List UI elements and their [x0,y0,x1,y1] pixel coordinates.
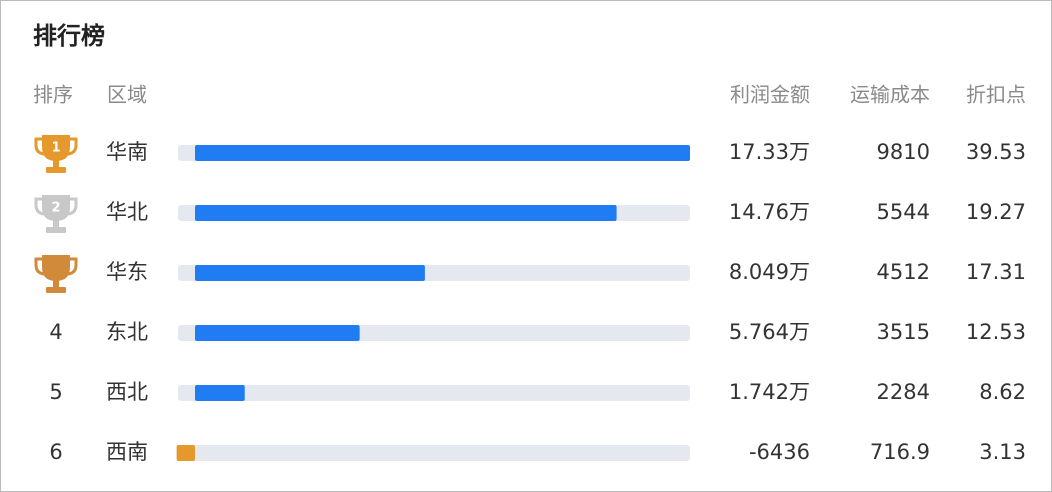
profit-bar [195,325,360,341]
region-name: 华北 [106,200,148,224]
profit-value: -6436 [749,440,810,464]
rank-number: 6 [49,440,62,464]
rank-number: 5 [49,380,62,404]
trophy-stem [53,220,59,228]
rank-number: 1 [51,141,60,156]
rank-number: 2 [51,201,60,216]
cost-value: 4512 [877,260,930,284]
region-name: 华东 [106,260,148,284]
discount-value: 12.53 [966,320,1026,344]
cost-value: 2284 [877,380,930,404]
trophy-cup [42,135,70,161]
profit-value: 1.742万 [729,380,810,404]
header-profit: 利润金额 [730,83,810,107]
discount-value: 3.13 [979,440,1026,464]
discount-value: 39.53 [966,140,1026,164]
profit-bar [195,385,245,401]
region-name: 西南 [106,440,148,464]
profit-value: 14.76万 [729,200,810,224]
profit-bar [195,265,425,281]
cost-value: 716.9 [870,440,930,464]
header-cost: 运输成本 [850,83,930,107]
region-name: 西北 [106,380,148,404]
region-name: 华南 [106,140,148,164]
profit-bar [195,145,690,161]
trophy-cup [42,195,70,221]
profit-bar [195,205,617,221]
cost-value: 5544 [877,200,930,224]
discount-value: 8.62 [979,380,1026,404]
region-name: 东北 [106,320,148,344]
trophy-handles [34,197,78,216]
trophy-stem [53,160,59,168]
trophy-base [46,167,66,173]
panel-title: 排行榜 [33,22,105,50]
header-rank: 排序 [33,83,73,107]
trophy-handles [34,137,78,156]
trophy-cup [42,255,70,281]
trophy-base [46,227,66,233]
discount-value: 17.31 [966,260,1026,284]
cost-value: 9810 [877,140,930,164]
profit-value: 5.764万 [729,320,810,344]
bar-track [178,445,690,461]
trophy-stem [53,280,59,288]
cost-value: 3515 [877,320,930,344]
profit-value: 17.33万 [729,140,810,164]
rank-number: 4 [49,320,62,344]
bar-track [178,385,690,401]
trophy-handles [34,257,78,276]
profit-value: 8.049万 [729,260,810,284]
trophy-base [46,287,66,293]
profit-bar [176,445,195,461]
discount-value: 19.27 [966,200,1026,224]
header-region: 区域 [107,83,147,107]
header-discount: 折扣点 [966,83,1026,107]
